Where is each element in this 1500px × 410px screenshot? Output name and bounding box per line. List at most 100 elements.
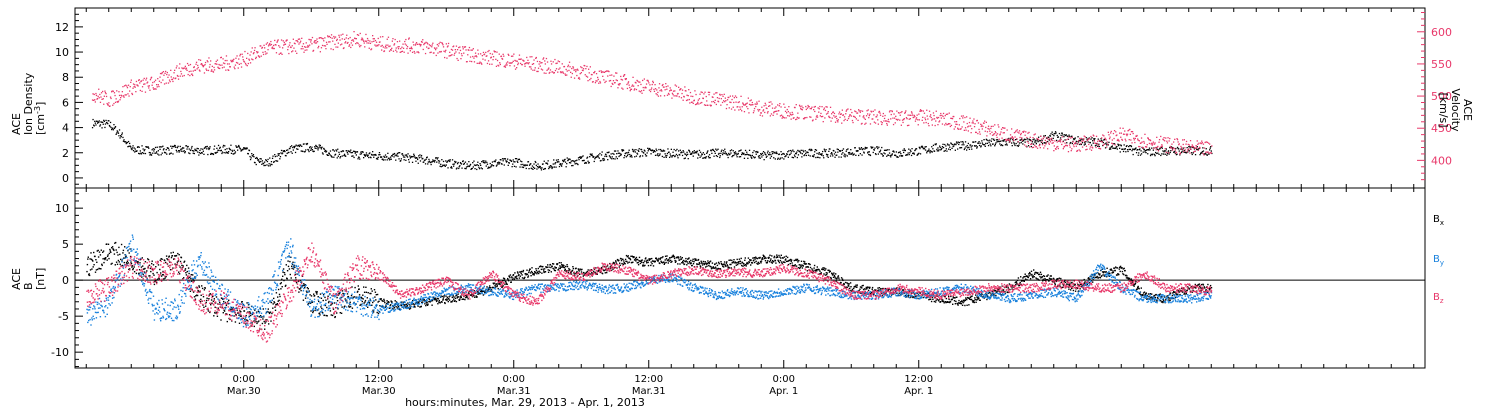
density-point: [426, 156, 428, 158]
velocity-point: [228, 69, 230, 71]
velocity-point: [478, 62, 481, 65]
velocity-point: [113, 102, 115, 105]
bx-point: [270, 301, 273, 304]
density-point: [1151, 147, 1153, 149]
density-point: [593, 160, 595, 163]
bx-point: [425, 301, 427, 303]
density-point: [122, 136, 124, 139]
velocity-point: [181, 75, 184, 77]
density-point: [382, 158, 384, 160]
density-point: [437, 157, 439, 159]
bx-point: [201, 285, 203, 287]
velocity-point: [903, 118, 905, 120]
density-point: [1076, 141, 1078, 143]
velocity-point: [345, 37, 347, 39]
density-point: [138, 146, 140, 148]
density-point: [762, 151, 765, 153]
velocity-point: [1121, 139, 1124, 141]
velocity-point: [508, 62, 510, 64]
density-point: [1005, 141, 1007, 143]
velocity-point: [432, 42, 434, 44]
velocity-point: [966, 122, 968, 125]
velocity-point: [539, 65, 541, 67]
bx-point: [133, 271, 136, 273]
velocity-point: [251, 47, 253, 49]
density-point: [621, 150, 624, 152]
density-point: [918, 146, 920, 148]
density-point: [363, 157, 365, 159]
velocity-point: [1045, 143, 1047, 145]
density-point: [93, 124, 95, 126]
density-point: [237, 145, 239, 148]
density-point: [1144, 149, 1147, 152]
velocity-point: [836, 117, 838, 120]
velocity-point: [1104, 138, 1107, 140]
density-point: [587, 160, 589, 162]
density-point: [907, 152, 909, 154]
velocity-point: [713, 93, 715, 95]
velocity-point: [441, 42, 443, 44]
velocity-point: [1118, 140, 1120, 142]
velocity-point: [895, 115, 897, 117]
density-point: [539, 166, 541, 168]
velocity-point: [260, 45, 262, 47]
velocity-point: [369, 42, 372, 44]
density-point: [456, 167, 458, 169]
bx-point: [214, 306, 216, 308]
bx-point: [457, 293, 459, 295]
bx-point: [154, 281, 156, 283]
velocity-point: [242, 59, 244, 61]
density-point: [278, 154, 280, 156]
velocity-point: [1109, 136, 1111, 138]
velocity-point: [114, 94, 116, 97]
velocity-point: [165, 70, 167, 73]
velocity-point: [823, 108, 825, 111]
velocity-point: [282, 47, 284, 49]
density-point: [832, 155, 834, 157]
velocity-point: [1087, 138, 1089, 141]
velocity-point: [991, 134, 994, 136]
density-point: [870, 146, 872, 148]
velocity-point: [896, 110, 898, 112]
velocity-point: [1049, 141, 1052, 143]
density-point: [779, 157, 782, 159]
density-point: [652, 149, 654, 151]
velocity-point: [808, 106, 810, 108]
velocity-point: [1153, 143, 1156, 145]
velocity-point: [1136, 134, 1138, 137]
density-point: [799, 151, 801, 153]
velocity-point: [224, 59, 226, 62]
density-point: [662, 149, 665, 151]
density-point: [358, 156, 360, 159]
velocity-point: [1202, 152, 1204, 155]
velocity-point: [1031, 143, 1033, 145]
density-point: [1199, 154, 1201, 156]
density-point: [1081, 142, 1084, 144]
density-point: [823, 148, 825, 150]
bx-point: [215, 296, 218, 298]
density-point: [1196, 148, 1198, 151]
density-point: [615, 150, 617, 152]
velocity-point: [1041, 144, 1044, 146]
velocity-point: [1178, 143, 1180, 145]
velocity-point: [1197, 149, 1199, 151]
density-point: [573, 161, 576, 163]
density-point: [207, 153, 209, 156]
density-point: [814, 149, 816, 151]
velocity-point: [799, 105, 801, 108]
density-tick-label: 0: [62, 172, 69, 185]
bx-point: [110, 251, 112, 253]
velocity-point: [774, 110, 776, 113]
velocity-point: [574, 69, 576, 71]
velocity-point: [1112, 132, 1115, 135]
density-point: [770, 155, 773, 158]
velocity-point: [605, 80, 607, 82]
density-point: [109, 121, 112, 124]
bx-point: [444, 299, 447, 301]
bx-point: [403, 305, 406, 307]
density-point: [1009, 140, 1011, 142]
bx-point: [89, 269, 92, 271]
velocity-point: [699, 93, 701, 95]
density-axis-label3: [cm-3]: [33, 102, 47, 135]
density-point: [980, 145, 982, 147]
